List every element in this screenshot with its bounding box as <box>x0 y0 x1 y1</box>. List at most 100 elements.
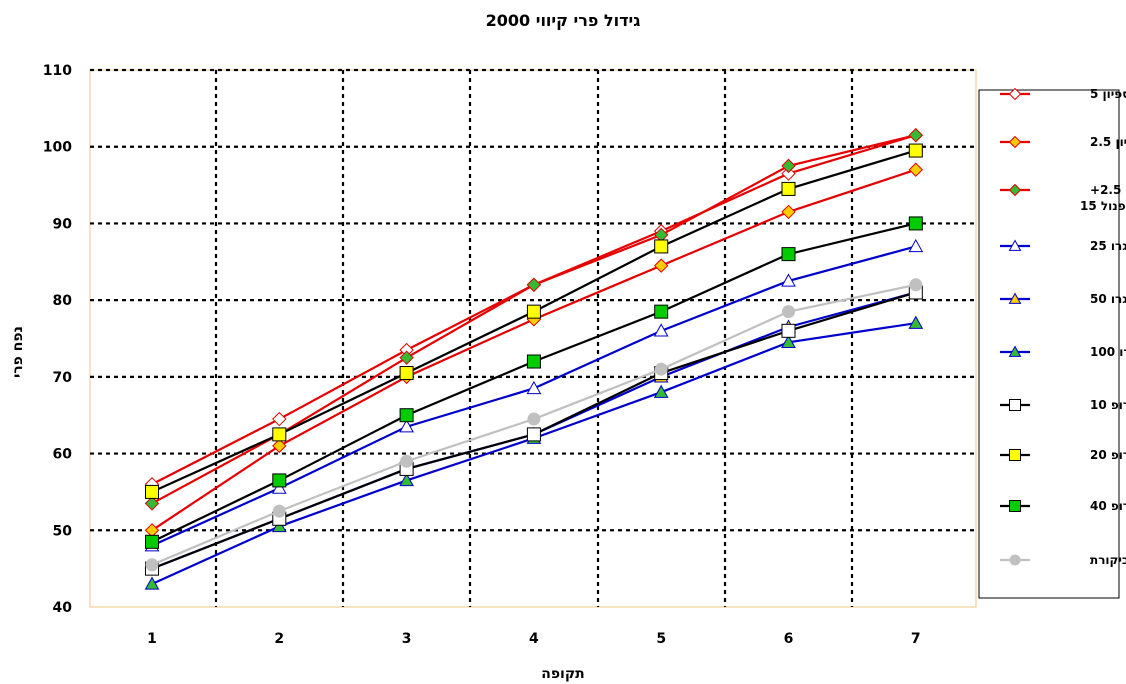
legend-item: בונגרו 100 <box>1000 345 1126 359</box>
data-point <box>526 304 541 319</box>
data-point <box>1009 554 1021 566</box>
data-point <box>1009 500 1021 512</box>
data-point <box>272 427 287 442</box>
data-point <box>399 350 414 365</box>
legend-item: דרופ 10 <box>1000 398 1126 412</box>
legend-item: ספיון 2.5 <box>1000 135 1126 149</box>
data-point <box>654 239 669 254</box>
legend-label: בונגרו 100 <box>1090 345 1126 359</box>
data-point <box>908 315 924 329</box>
data-point <box>526 354 541 369</box>
plot-border <box>89 69 977 608</box>
data-point <box>908 128 924 143</box>
legend-box <box>978 89 1120 599</box>
data-point <box>399 472 414 487</box>
y-tick-label: 60 <box>53 447 73 463</box>
data-point <box>1009 399 1021 411</box>
data-point <box>654 362 668 376</box>
x-tick-label: 1 <box>147 631 157 647</box>
data-point <box>654 304 669 319</box>
data-point <box>781 273 796 287</box>
data-point <box>653 384 669 398</box>
y-tick-label: 110 <box>43 63 72 79</box>
legend-label: בונגרו 50 <box>1090 292 1126 306</box>
legend-label: בונגרו 25 <box>1090 239 1126 253</box>
data-point <box>144 576 160 590</box>
legend: ספיון 5 ספיון 2.5 ספיון 2.5+ אלפנול 15 בונגר… <box>978 87 1126 599</box>
x-tick-label: 7 <box>911 631 921 647</box>
data-point <box>1008 239 1022 251</box>
legend-label: אלפנול 15 <box>1080 199 1126 213</box>
legend-label: ספיון 2.5+ <box>1090 183 1126 197</box>
data-point <box>272 411 287 427</box>
legend-item: ספיון 2.5+ אלפנול 15 <box>1000 183 1126 213</box>
legend-label: דרופ 40 <box>1090 499 1126 513</box>
y-tick-label: 40 <box>53 600 73 616</box>
legend-label: דרופ 10 <box>1090 398 1126 412</box>
y-tick-label: 100 <box>43 140 72 156</box>
data-point <box>908 162 924 177</box>
data-point <box>781 247 796 262</box>
x-tick-label: 4 <box>529 631 539 647</box>
series <box>144 162 924 538</box>
data-point <box>145 534 159 549</box>
data-point <box>781 158 796 174</box>
x-tick-label: 3 <box>402 631 412 647</box>
chart-title: גידול פרי קיווי 2000 <box>486 11 641 30</box>
legend-label: ביקורת <box>1090 553 1126 567</box>
legend-label: ספיון 5 <box>1090 87 1126 101</box>
data-point <box>781 166 796 181</box>
data-point <box>908 216 923 231</box>
data-point <box>653 258 669 273</box>
data-point <box>1008 183 1022 197</box>
data-point <box>272 473 287 488</box>
data-point <box>781 204 796 220</box>
legend-item: בונגרו 50 <box>1000 292 1126 306</box>
data-point <box>909 278 923 292</box>
data-point <box>781 323 796 338</box>
series <box>145 278 923 572</box>
data-point <box>653 323 669 337</box>
data-point <box>1008 345 1022 357</box>
legend-item: בונגרו 25 <box>1000 239 1126 253</box>
data-point <box>399 366 414 381</box>
data-point <box>145 484 159 499</box>
y-tick-label: 50 <box>53 523 73 539</box>
y-axis-label: נפח פרי <box>10 326 26 378</box>
legend-item: ביקורת <box>1000 553 1126 567</box>
legend-item: דרופ 40 <box>1000 499 1126 513</box>
legend-item: דרופ 20 <box>1000 448 1126 462</box>
data-point <box>272 504 286 518</box>
data-point <box>527 412 541 426</box>
series <box>145 216 923 549</box>
legend-label: דרופ 20 <box>1090 448 1126 462</box>
legend-label: ספיון 2.5 <box>1090 135 1126 149</box>
y-tick-label: 90 <box>53 216 73 232</box>
y-tick-label: 70 <box>53 370 73 386</box>
data-point <box>271 518 287 533</box>
series <box>145 143 923 499</box>
legend-item: ספיון 5 <box>1000 87 1126 101</box>
data-point <box>908 143 923 158</box>
data-point <box>1008 292 1022 304</box>
data-point <box>145 558 159 572</box>
data-point <box>526 380 542 395</box>
data-point <box>1008 135 1022 149</box>
data-point <box>400 454 414 468</box>
data-point <box>1009 449 1021 461</box>
data-point <box>399 408 414 423</box>
x-tick-label: 5 <box>656 631 666 647</box>
series-layer <box>144 128 924 590</box>
data-point <box>1008 87 1022 101</box>
data-point <box>781 181 796 196</box>
y-axis-ticks: 40 50 60 70 80 90 100 110 <box>43 63 72 616</box>
data-point <box>782 305 795 319</box>
x-axis-label: תקופה <box>541 666 585 682</box>
data-point <box>272 438 287 454</box>
data-point <box>908 238 924 253</box>
data-point <box>526 427 541 442</box>
y-tick-label: 80 <box>53 293 73 309</box>
data-point <box>526 277 542 293</box>
plot-area <box>89 68 977 608</box>
